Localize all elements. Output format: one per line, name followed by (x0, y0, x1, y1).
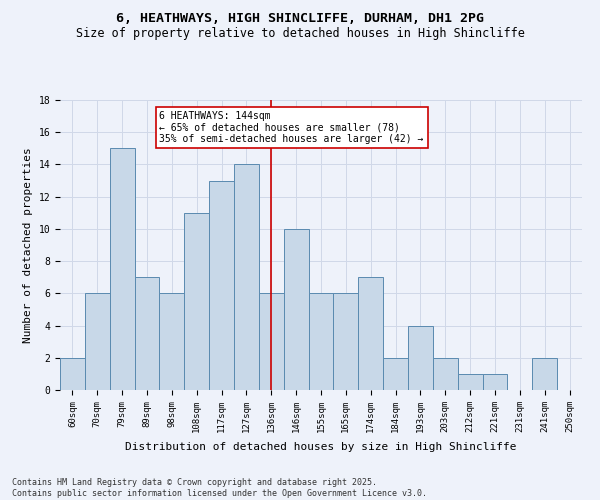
Bar (458, 374, 482, 390)
Bar (60, 358, 85, 390)
Bar (110, 148, 134, 390)
Bar (358, 277, 383, 390)
Bar (284, 229, 308, 390)
Bar (433, 358, 458, 390)
Bar (234, 164, 259, 390)
Text: Distribution of detached houses by size in High Shincliffe: Distribution of detached houses by size … (125, 442, 517, 452)
Text: Contains HM Land Registry data © Crown copyright and database right 2025.
Contai: Contains HM Land Registry data © Crown c… (12, 478, 427, 498)
Bar (259, 294, 284, 390)
Bar (334, 294, 358, 390)
Bar (383, 358, 408, 390)
Text: 6, HEATHWAYS, HIGH SHINCLIFFE, DURHAM, DH1 2PG: 6, HEATHWAYS, HIGH SHINCLIFFE, DURHAM, D… (116, 12, 484, 26)
Bar (308, 294, 334, 390)
Text: Size of property relative to detached houses in High Shincliffe: Size of property relative to detached ho… (76, 28, 524, 40)
Bar (184, 213, 209, 390)
Bar (160, 294, 184, 390)
Bar (532, 358, 557, 390)
Bar (134, 277, 160, 390)
Bar (85, 294, 110, 390)
Bar (482, 374, 508, 390)
Bar (408, 326, 433, 390)
Y-axis label: Number of detached properties: Number of detached properties (23, 147, 33, 343)
Bar (209, 180, 234, 390)
Text: 6 HEATHWAYS: 144sqm
← 65% of detached houses are smaller (78)
35% of semi-detach: 6 HEATHWAYS: 144sqm ← 65% of detached ho… (160, 112, 424, 144)
